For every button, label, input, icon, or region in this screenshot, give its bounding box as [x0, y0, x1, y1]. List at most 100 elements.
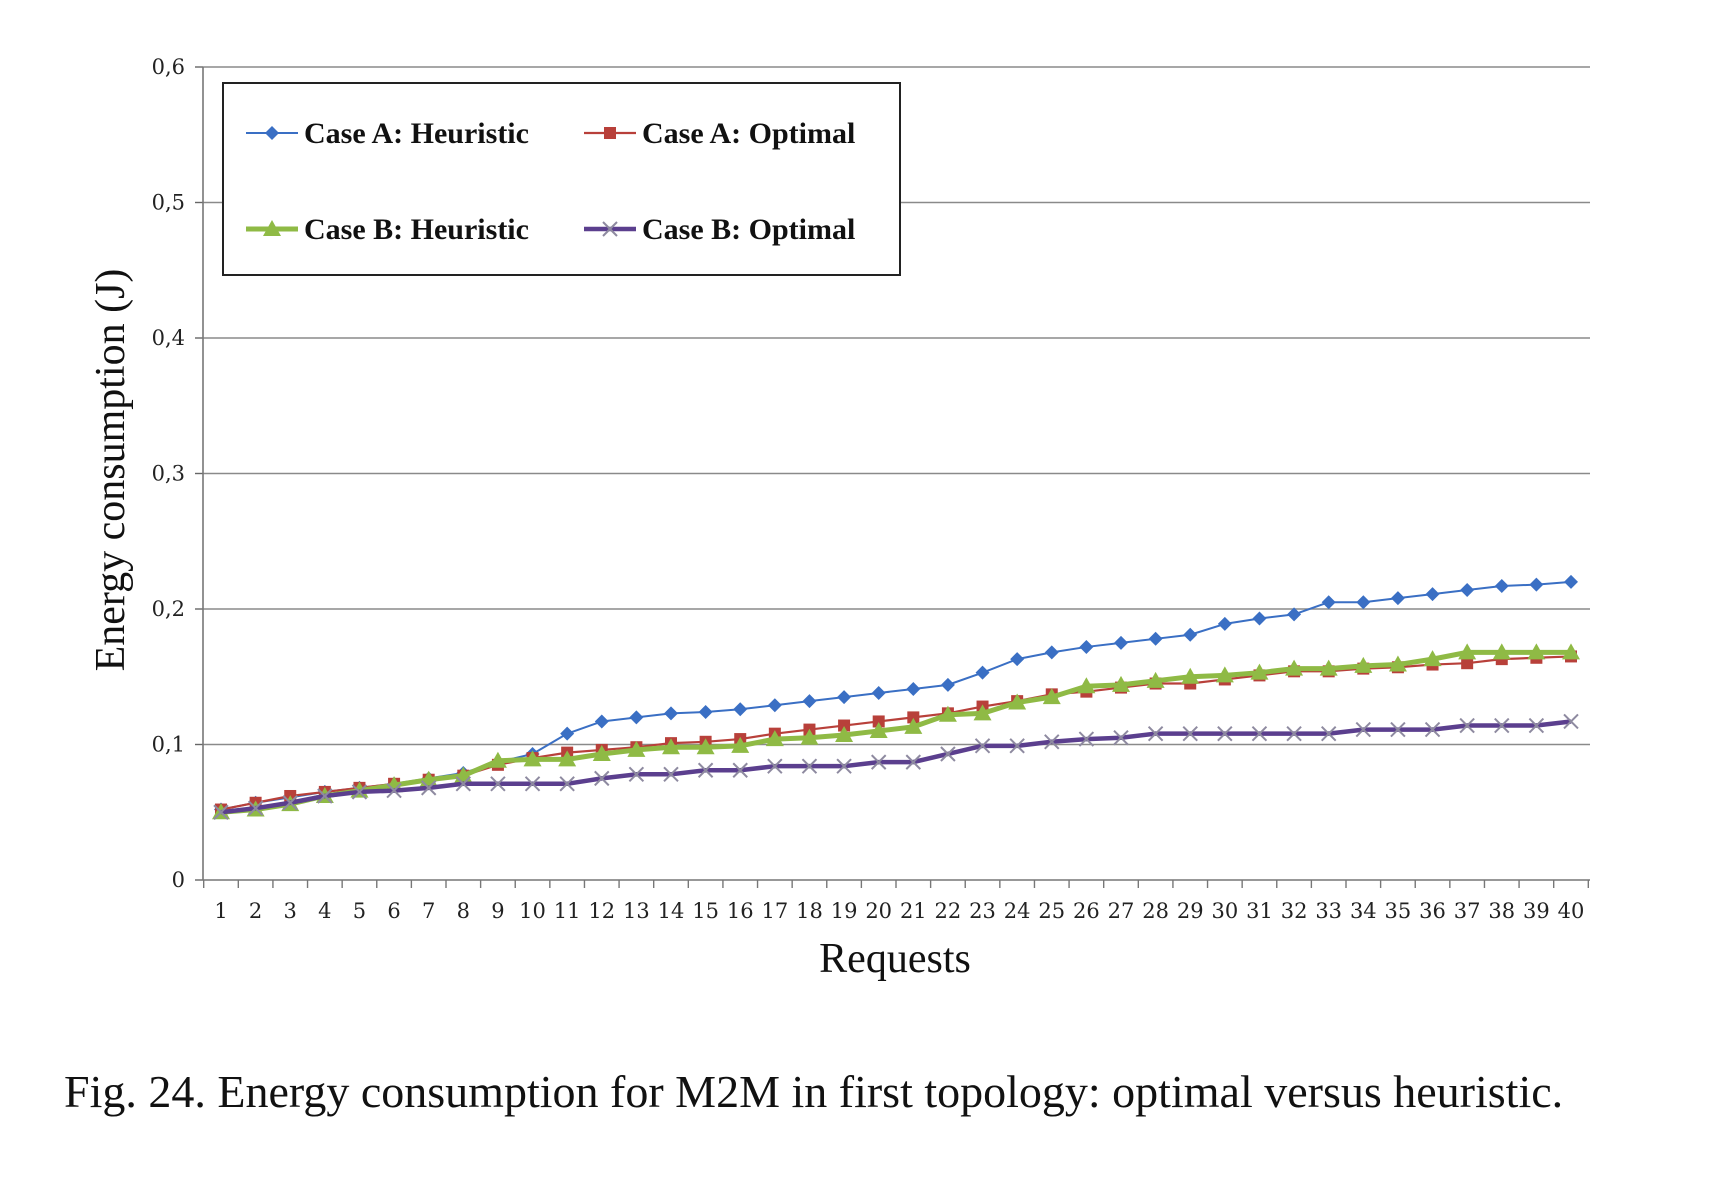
x-tick-label: 33 [1315, 899, 1342, 923]
x-tick-label: 22 [935, 899, 962, 923]
data-point-diamond [940, 677, 955, 692]
data-point-triangle [662, 738, 680, 755]
data-point-diamond [1321, 595, 1336, 610]
x-tick-label: 17 [761, 899, 788, 923]
x-tick-label: 1 [214, 899, 227, 923]
data-point-x-stroke [1182, 725, 1198, 742]
data-point-x [940, 746, 956, 762]
data-point-triangle [869, 721, 888, 738]
y-tick-labels: 0 0,1 0,2 0,3 0,4 0,5 0,6 [152, 55, 185, 892]
data-point-triangle [938, 705, 957, 722]
x-tick-label: 9 [491, 899, 504, 923]
data-point-x [213, 804, 229, 820]
data-point-triangle [263, 220, 281, 236]
legend-item: Case B: Optimal [584, 213, 855, 246]
data-point-diamond [837, 690, 852, 705]
x-axis-label: Requests [819, 936, 971, 982]
data-point-x-stroke [697, 762, 714, 778]
data-point-x [420, 780, 437, 796]
data-point-x-stroke [317, 788, 333, 804]
data-point-x-stroke [420, 780, 437, 796]
x-tick-label: 21 [900, 899, 927, 923]
data-point-triangle [1008, 693, 1027, 710]
y-tick-label: 0,4 [152, 326, 185, 350]
data-point-x-stroke [490, 776, 506, 792]
x-tick-label: 15 [692, 899, 719, 923]
data-point-diamond [1287, 607, 1302, 622]
series-lines [212, 574, 1580, 820]
data-point-triangle [1388, 655, 1407, 672]
data-point-x [1528, 717, 1545, 734]
x-tick-label: 37 [1454, 899, 1481, 923]
series-case-b-optimal [213, 713, 1579, 820]
series-line [220, 649, 1571, 815]
x-tick-label: 35 [1385, 899, 1412, 923]
data-point-triangle [1562, 643, 1580, 660]
x-tick-label: 32 [1281, 899, 1308, 923]
data-point-x-stroke [351, 784, 368, 800]
data-point-x [732, 762, 748, 778]
data-point-x-stroke [905, 754, 922, 770]
x-tick-label: 29 [1177, 899, 1204, 923]
data-point-diamond [975, 665, 990, 680]
data-point-x-stroke [628, 766, 645, 783]
y-tick-label: 0,2 [152, 597, 185, 621]
data-point-triangle [1458, 643, 1477, 660]
data-point-x [697, 762, 714, 778]
y-tick-label: 0,3 [152, 462, 185, 486]
data-point-diamond [1148, 631, 1163, 646]
data-point-x [1390, 721, 1406, 738]
data-point-triangle [1250, 663, 1269, 680]
data-point-x-stroke [732, 762, 748, 778]
data-point-triangle [1354, 656, 1373, 673]
x-tick-label: 20 [865, 899, 892, 923]
y-tick-label: 0,1 [152, 733, 185, 757]
data-point-triangle [835, 726, 854, 743]
x-tick-label: 30 [1211, 899, 1238, 923]
data-point-x-stroke [559, 776, 575, 792]
data-point-x [1182, 725, 1198, 742]
data-point-x-stroke [1459, 717, 1475, 734]
axes [202, 67, 1590, 888]
x-tick-label: 6 [387, 899, 400, 923]
data-point-triangle [1492, 643, 1511, 660]
x-tick-label: 26 [1073, 899, 1100, 923]
data-point-x-stroke [213, 804, 229, 820]
data-point-diamond [629, 710, 644, 725]
data-point-diamond [1390, 591, 1405, 606]
data-point-diamond [1425, 587, 1440, 602]
y-tick-label: 0,5 [152, 191, 185, 215]
legend-label: Case B: Optimal [642, 213, 855, 246]
data-point-diamond [1079, 639, 1094, 654]
data-point-x-stroke [836, 758, 852, 774]
data-point-x-stroke [663, 766, 679, 783]
x-tick-label: 40 [1558, 899, 1585, 923]
data-point-triangle [1319, 659, 1338, 676]
data-point-x-stroke [1494, 717, 1510, 734]
data-point-diamond [871, 686, 886, 701]
data-point-x-stroke [524, 776, 541, 792]
data-point-x-stroke [1044, 734, 1060, 750]
data-point-x [870, 754, 887, 770]
x-tick-label: 11 [554, 899, 581, 923]
data-point-triangle [627, 740, 646, 757]
legend-box [222, 82, 901, 276]
x-tick-label: 25 [1038, 899, 1065, 923]
data-point-x [1563, 713, 1579, 730]
x-tick-label: 8 [457, 899, 470, 923]
data-point-triangle [800, 728, 819, 745]
data-point-x [351, 784, 368, 800]
data-point-x [1459, 717, 1475, 734]
x-tick-label: 27 [1108, 899, 1135, 923]
series-line [220, 719, 1572, 815]
legend-label: Case A: Optimal [642, 117, 855, 150]
data-point-x [524, 776, 541, 792]
data-point-x-stroke [1286, 725, 1302, 742]
data-point-x [1286, 725, 1302, 742]
legend-item: Case A: Optimal [584, 117, 855, 150]
data-point-x [836, 758, 852, 774]
data-point-square [872, 715, 885, 728]
data-point-x [1147, 725, 1164, 742]
data-point-x [628, 766, 645, 783]
x-tick-label: 4 [318, 899, 331, 923]
